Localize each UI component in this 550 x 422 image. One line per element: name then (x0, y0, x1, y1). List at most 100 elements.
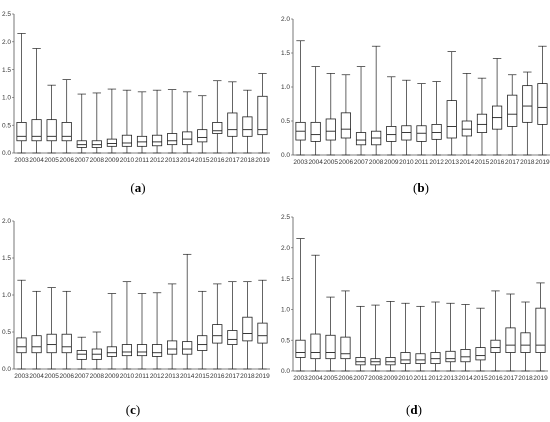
box-2016 (490, 290, 501, 372)
x-tick-label: 2008 (90, 157, 105, 164)
box-2018 (242, 281, 253, 370)
iqr-box (355, 357, 366, 366)
box-2005 (325, 296, 336, 372)
box-2010 (401, 79, 412, 156)
box-2016 (492, 58, 503, 156)
x-tick-label: 2010 (399, 159, 414, 166)
iqr-box (121, 344, 133, 357)
box-2003 (295, 238, 306, 372)
box-2015 (197, 290, 208, 370)
iqr-box (325, 334, 336, 360)
iqr-box (340, 336, 351, 360)
iqr-box (242, 116, 253, 137)
x-tick-label: 2007 (353, 375, 368, 382)
iqr-box (355, 132, 367, 146)
x-tick-label: 2014 (460, 159, 475, 166)
box-2019 (537, 45, 548, 156)
box-2012 (151, 292, 163, 370)
iqr-box (167, 340, 178, 355)
box-2009 (106, 88, 117, 154)
y-tick-label: 1.5 (281, 276, 290, 283)
iqr-box (106, 138, 117, 147)
iqr-box (535, 307, 546, 353)
iqr-box (461, 120, 472, 137)
box-2005 (46, 287, 57, 370)
iqr-box (31, 119, 42, 142)
box-2015 (475, 307, 486, 372)
iqr-box (182, 131, 193, 146)
x-tick-label: 2004 (29, 157, 44, 164)
x-tick-label: 2010 (398, 375, 413, 382)
x-tick-label: 2004 (308, 159, 323, 166)
box-2005 (46, 84, 57, 154)
x-tick-label: 2016 (488, 375, 503, 382)
box-2013 (445, 302, 456, 372)
iqr-box (310, 333, 321, 360)
box-2013 (446, 51, 457, 156)
iqr-box (212, 122, 223, 134)
y-tick-label: 1.0 (281, 84, 290, 91)
iqr-box (91, 140, 102, 148)
iqr-box (197, 335, 208, 351)
y-tick-label: 1.5 (2, 67, 11, 74)
box-2007 (355, 305, 366, 372)
box-2019 (535, 282, 546, 372)
x-tick-label: 2015 (195, 157, 210, 164)
x-tick-label: 2018 (520, 159, 535, 166)
iqr-box (136, 344, 148, 357)
x-tick-label: 2009 (383, 375, 398, 382)
iqr-box (522, 85, 533, 123)
iqr-box (325, 118, 336, 141)
box-2017 (507, 74, 518, 156)
x-tick-label: 2017 (503, 375, 518, 382)
iqr-box (227, 330, 238, 345)
x-tick-label: 2018 (518, 375, 533, 382)
iqr-box (16, 337, 27, 354)
x-tick-label: 2014 (180, 373, 195, 380)
x-tick-label: 2003 (293, 375, 308, 382)
box-2007 (76, 93, 87, 154)
iqr-box (106, 346, 117, 357)
box-2006 (61, 290, 72, 370)
iqr-box (431, 124, 442, 140)
x-tick-label: 2008 (369, 159, 384, 166)
y-tick-label: 1.0 (281, 307, 290, 314)
y-tick-label: 2.5 (281, 214, 290, 221)
box-2003 (16, 33, 27, 154)
x-tick-label: 2015 (473, 375, 488, 382)
x-tick-label: 2012 (150, 373, 165, 380)
x-tick-label: 2006 (59, 157, 74, 164)
x-tick-label: 2010 (120, 157, 135, 164)
x-tick-label: 2011 (415, 159, 429, 166)
iqr-box (212, 324, 223, 344)
box-2004 (31, 290, 42, 370)
iqr-box (430, 352, 441, 365)
iqr-box (167, 133, 178, 146)
x-tick-label: 2014 (458, 375, 473, 382)
x-tick-label: 2009 (105, 373, 120, 380)
x-tick-label: 2004 (308, 375, 323, 382)
box-2017 (505, 293, 516, 372)
x-tick-label: 2004 (29, 373, 44, 380)
box-2003 (16, 279, 27, 370)
y-tick-label: 1.0 (2, 292, 11, 299)
y-tick-label: 0.5 (2, 122, 11, 129)
x-tick-label: 2011 (135, 157, 149, 164)
box-2019 (257, 279, 268, 370)
x-tick-label: 2017 (225, 373, 240, 380)
x-tick-label: 2019 (533, 375, 548, 382)
box-2014 (182, 91, 193, 154)
box-2006 (340, 74, 351, 156)
box-2018 (242, 89, 253, 154)
y-tick-label: 2.0 (2, 39, 11, 46)
iqr-box (61, 333, 72, 354)
box-2014 (182, 253, 193, 370)
box-2007 (76, 336, 87, 370)
box-2005 (325, 73, 336, 156)
y-tick-label: 0.0 (281, 152, 290, 159)
panel-caption-a: (a) (130, 180, 145, 195)
box-2012 (151, 89, 163, 154)
x-tick-label: 2013 (165, 373, 180, 380)
x-tick-label: 2013 (443, 375, 458, 382)
